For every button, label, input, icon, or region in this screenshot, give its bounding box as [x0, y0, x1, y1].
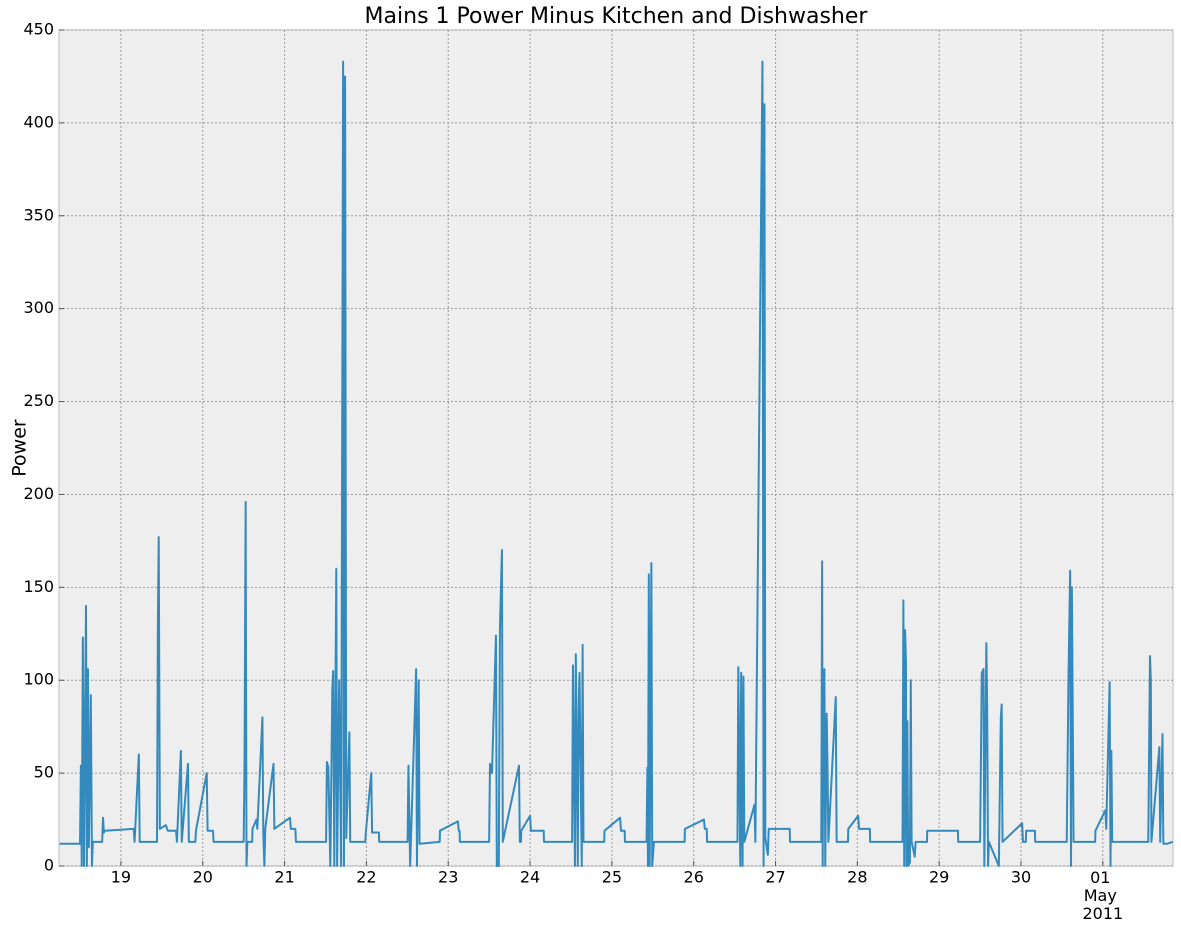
x-tick-label: 19 [111, 868, 131, 887]
y-axis-label: Power [9, 419, 31, 477]
x-tick-label: 21 [274, 868, 294, 887]
x-tick-label: 24 [520, 868, 540, 887]
plot-area [58, 29, 1174, 867]
y-tick-label: 300 [23, 298, 54, 317]
x-tick-label: 01 May 2011 [1082, 868, 1123, 923]
x-tick-label: 26 [684, 868, 704, 887]
y-tick-label: 50 [34, 763, 54, 782]
x-tick-label: 25 [602, 868, 622, 887]
y-tick-label: 200 [23, 484, 54, 503]
y-tick-label: 100 [23, 670, 54, 689]
y-tick-label: 350 [23, 205, 54, 224]
y-tick-label: 400 [23, 112, 54, 131]
x-tick-label: 28 [847, 868, 867, 887]
y-tick-label: 0 [44, 856, 54, 875]
y-tick-label: 250 [23, 391, 54, 410]
x-tick-label: 22 [356, 868, 376, 887]
x-tick-label: 29 [929, 868, 949, 887]
x-tick-label: 27 [765, 868, 785, 887]
data-line [59, 60, 1174, 867]
x-tick-label: 23 [438, 868, 458, 887]
chart-title: Mains 1 Power Minus Kitchen and Dishwash… [365, 4, 869, 29]
y-tick-label: 150 [23, 577, 54, 596]
x-tick-label: 20 [193, 868, 213, 887]
y-tick-label: 450 [23, 20, 54, 39]
x-tick-label: 30 [1011, 868, 1031, 887]
